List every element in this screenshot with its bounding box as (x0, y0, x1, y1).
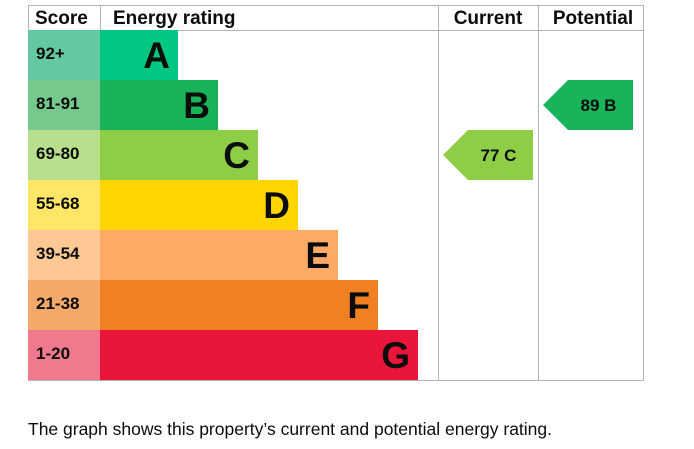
rating-letter-g: G (381, 335, 410, 376)
score-label-f: 21-38 (36, 294, 79, 313)
score-label-e: 39-54 (36, 244, 80, 263)
rating-letter-a: A (143, 35, 170, 76)
rating-bands: 92+ A 81-91 B 69-80 C 55-68 D 39-54 E 21-38 F 1-20 G (28, 30, 418, 380)
score-cell-a (28, 30, 100, 80)
rating-letter-b: B (183, 85, 210, 126)
potential-rating-label: 89 B (581, 96, 617, 115)
current-rating-arrow (443, 130, 533, 180)
current-rating-marker: 77 C (443, 130, 533, 180)
score-label-b: 81-91 (36, 94, 79, 113)
score-label-c: 69-80 (36, 144, 79, 163)
potential-header: Potential (553, 8, 633, 29)
chart-caption: The graph shows this property’s current … (28, 419, 553, 439)
score-cell-c (28, 130, 100, 180)
rating-bar-g (100, 330, 418, 380)
rating-letter-c: C (223, 135, 250, 176)
rating-bar-b (100, 80, 218, 130)
score-cell-e (28, 230, 100, 280)
potential-rating-arrow (543, 80, 633, 130)
score-header: Score (35, 8, 88, 29)
score-cell-d (28, 180, 100, 230)
energy-rating-header: Energy rating (113, 8, 235, 29)
score-cell-b (28, 80, 100, 130)
rating-bar-f (100, 280, 378, 330)
current-header: Current (454, 8, 523, 29)
energy-rating-chart: Score Energy rating Current Potential 92… (28, 5, 644, 381)
score-label-g: 1-20 (36, 344, 70, 363)
rating-bar-e (100, 230, 338, 280)
rating-bar-d (100, 180, 298, 230)
rating-letter-f: F (347, 285, 370, 326)
rating-letter-e: E (305, 235, 330, 276)
score-label-a: 92+ (36, 44, 65, 63)
score-cell-f (28, 280, 100, 330)
rating-letter-d: D (263, 185, 290, 226)
rating-bar-a (100, 30, 178, 80)
score-cell-g (28, 330, 100, 380)
score-label-d: 55-68 (36, 194, 79, 213)
rating-bar-c (100, 130, 258, 180)
potential-rating-marker: 89 B (543, 80, 633, 130)
current-rating-label: 77 C (481, 146, 517, 165)
